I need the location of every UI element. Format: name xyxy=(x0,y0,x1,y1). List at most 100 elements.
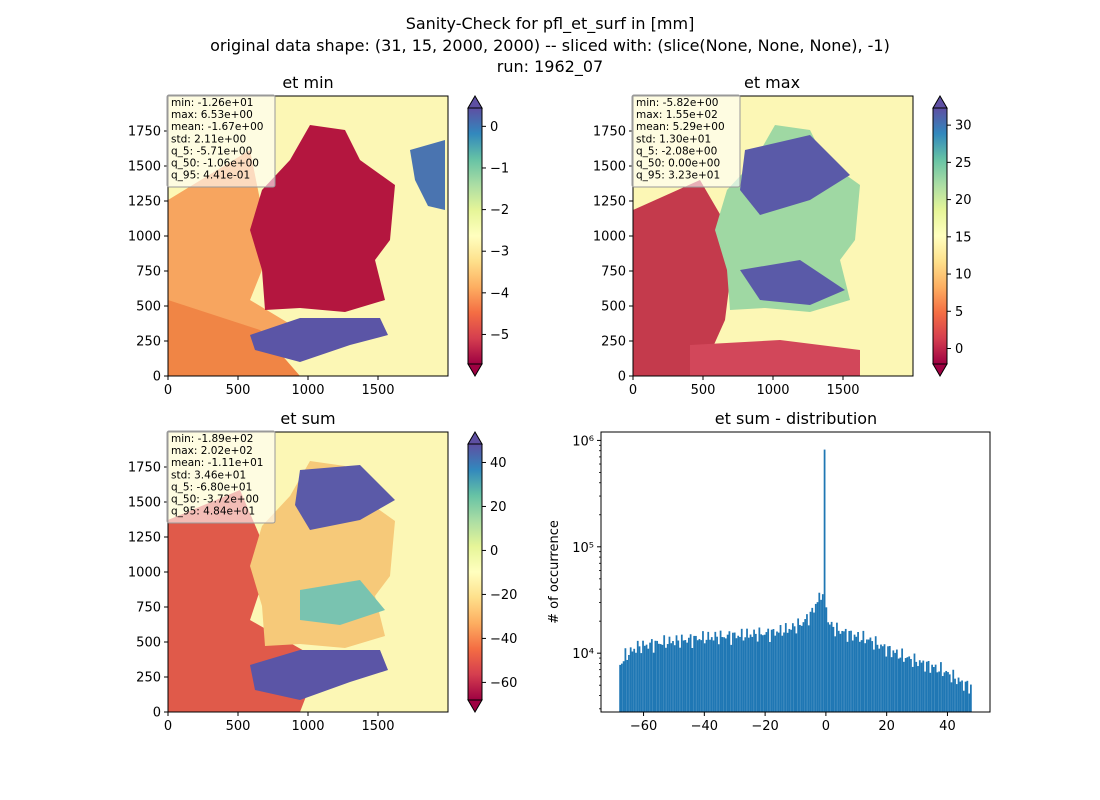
histogram-bar xyxy=(911,666,914,712)
histogram-bar xyxy=(934,664,937,712)
histogram-bar xyxy=(784,623,787,712)
et-min-map-germany-region xyxy=(250,125,395,312)
stats-line: q_50: -1.06e+00 xyxy=(171,158,259,170)
histogram-bar xyxy=(714,631,717,712)
colorbar-extend-max xyxy=(467,95,483,109)
histogram-bar xyxy=(673,645,676,712)
histogram-bar xyxy=(698,639,701,712)
histogram-bar xyxy=(786,632,789,712)
histogram-bar xyxy=(620,663,623,712)
histogram-bar xyxy=(770,629,773,712)
histogram-bar xyxy=(950,682,953,712)
histogram-bar xyxy=(659,644,662,712)
histogram-bar xyxy=(883,644,886,712)
y-tick-label: 1500 xyxy=(128,496,161,511)
histogram-bar xyxy=(823,449,826,712)
histogram-bar xyxy=(670,643,673,712)
histogram-bar xyxy=(878,648,881,712)
y-tick-label: 500 xyxy=(136,300,161,315)
colorbar-tick-label: −2 xyxy=(490,203,509,218)
histogram-bar xyxy=(839,633,842,712)
histogram-bar xyxy=(880,644,882,712)
histogram-bar xyxy=(793,626,796,712)
histogram-bar xyxy=(834,636,837,712)
histogram-bar xyxy=(899,657,902,712)
histogram-bar xyxy=(966,680,969,712)
histogram-bar xyxy=(857,632,859,712)
et-max-map-southern-band xyxy=(740,260,845,305)
et-sum-colorbar: 40 20 0 −20 −40 −60 xyxy=(467,431,517,713)
stats-line: min: -5.82e+00 xyxy=(636,97,718,109)
histogram-bar xyxy=(687,637,690,712)
x-tick-label: 0 xyxy=(164,719,172,734)
histogram-bar xyxy=(814,603,817,712)
histogram-bar xyxy=(645,644,648,712)
histogram-bar xyxy=(917,666,919,712)
stats-line: q_50: 0.00e+00 xyxy=(636,158,720,170)
stats-line: mean: -1.11e+01 xyxy=(171,457,263,469)
figure-title-line-1: Sanity-Check for pfl_et_surf in [mm] xyxy=(406,14,695,34)
histogram-bar xyxy=(806,614,808,712)
colorbar-tick-label: −5 xyxy=(490,328,509,343)
et-sum-map-alpine-region xyxy=(250,650,388,700)
colorbar-tick-label: 10 xyxy=(955,268,972,283)
histogram-bar xyxy=(707,631,710,712)
histogram-bar xyxy=(904,658,907,712)
histogram-x-tick-label: 20 xyxy=(878,719,895,734)
y-tick-label: 0 xyxy=(153,370,161,385)
colorbar-tick-label: 0 xyxy=(490,120,498,135)
histogram-bar xyxy=(901,648,904,712)
histogram-bar xyxy=(721,637,724,712)
y-tick-label: 1750 xyxy=(128,461,161,476)
stats-line: q_95: 3.23e+01 xyxy=(636,170,720,182)
histogram-bar xyxy=(869,637,872,712)
y-tick-label: 1250 xyxy=(128,195,161,210)
histogram-bar xyxy=(740,628,743,712)
et-min-map xyxy=(168,96,448,376)
histogram-bar xyxy=(862,630,865,712)
histogram-bar xyxy=(925,661,928,712)
histogram-bar xyxy=(948,674,951,712)
histogram-bar xyxy=(892,650,895,712)
histogram-bar xyxy=(918,660,921,712)
histogram-bar xyxy=(658,643,660,712)
colorbar-tick-label: −3 xyxy=(490,245,509,260)
histogram-bar xyxy=(763,634,766,712)
histogram-bar xyxy=(903,661,905,712)
histogram-bar xyxy=(871,641,874,712)
histogram-bar xyxy=(636,640,639,712)
histogram-y-tick-label: 10⁵ xyxy=(572,541,594,556)
colorbar-tick-label: −40 xyxy=(490,632,517,647)
et-sum-map xyxy=(168,432,448,712)
colorbar-tick-label: 40 xyxy=(490,456,507,471)
histogram-bar xyxy=(790,629,792,712)
histogram-bar xyxy=(746,628,748,712)
histogram-x-tick-label: −60 xyxy=(630,719,657,734)
histogram-bar xyxy=(744,637,747,712)
x-tick-label: 500 xyxy=(226,719,251,734)
histogram-bar xyxy=(626,659,629,712)
histogram-frame xyxy=(600,431,991,713)
histogram-bar xyxy=(647,648,650,712)
histogram-x-tick-label: −40 xyxy=(691,719,718,734)
histogram-bar xyxy=(619,664,621,712)
colorbar-tick-label: −20 xyxy=(490,588,517,603)
y-tick-label: 0 xyxy=(618,370,626,385)
stats-line: std: 3.46e+01 xyxy=(171,469,246,481)
histogram-bar xyxy=(680,634,683,712)
histogram-bar xyxy=(751,636,754,712)
histogram-y-tick-label: 10⁶ xyxy=(572,434,594,449)
et-min-colorbar: 0 −1 −2 −3 −4 −5 xyxy=(467,95,509,377)
histogram-bar xyxy=(860,640,863,712)
colorbar-extend-min xyxy=(932,363,948,377)
histogram-bar xyxy=(661,644,664,712)
stats-line: q_95: 4.41e-01 xyxy=(171,170,250,182)
histogram-bar xyxy=(957,677,960,712)
y-tick-label: 1000 xyxy=(128,230,161,245)
y-tick-label: 1000 xyxy=(128,566,161,581)
histogram-bar xyxy=(820,599,822,712)
et-sum-map-north-band xyxy=(295,465,395,530)
histogram-bar xyxy=(772,629,775,712)
histogram-bar xyxy=(828,624,831,712)
